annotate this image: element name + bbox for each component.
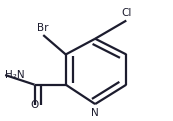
Text: N: N xyxy=(91,108,99,118)
Text: O: O xyxy=(30,100,39,110)
Text: H₂N: H₂N xyxy=(5,70,25,80)
Text: Br: Br xyxy=(38,23,49,33)
Text: Cl: Cl xyxy=(121,8,131,18)
